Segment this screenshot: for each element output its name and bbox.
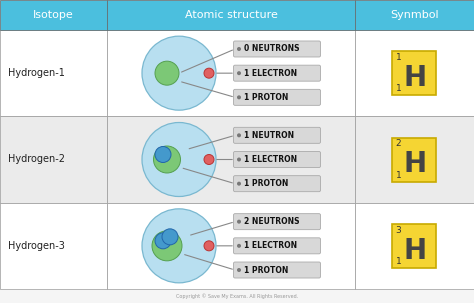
Text: 1 ELECTRON: 1 ELECTRON (244, 155, 297, 164)
Bar (107, 203, 355, 289)
Bar (0, 30, 107, 116)
Text: 1 ELECTRON: 1 ELECTRON (244, 241, 297, 250)
Bar (392, 51, 437, 95)
Circle shape (237, 220, 241, 224)
Circle shape (237, 244, 241, 248)
Bar (355, 0, 474, 30)
Circle shape (155, 61, 179, 85)
Text: 1: 1 (395, 84, 401, 93)
Circle shape (152, 231, 182, 261)
Bar (0, 116, 107, 203)
Text: 1: 1 (395, 171, 401, 179)
Circle shape (204, 241, 214, 251)
Text: H: H (404, 64, 427, 92)
Circle shape (237, 71, 241, 75)
FancyBboxPatch shape (234, 65, 320, 81)
Text: Synmbol: Synmbol (390, 10, 439, 20)
Circle shape (237, 133, 241, 137)
Text: Hydrogen-3: Hydrogen-3 (8, 241, 65, 251)
Text: H: H (404, 237, 427, 265)
FancyBboxPatch shape (234, 262, 320, 278)
Circle shape (237, 158, 241, 161)
Bar (0, 203, 107, 289)
Text: 2: 2 (395, 139, 401, 148)
Circle shape (237, 95, 241, 99)
FancyBboxPatch shape (234, 127, 320, 143)
Text: 1 PROTON: 1 PROTON (244, 265, 288, 275)
Circle shape (237, 268, 241, 272)
Text: 3: 3 (395, 226, 401, 235)
Text: 1 ELECTRON: 1 ELECTRON (244, 69, 297, 78)
Text: Isotope: Isotope (33, 10, 74, 20)
Text: Atomic structure: Atomic structure (184, 10, 277, 20)
Circle shape (154, 146, 181, 173)
Text: 0 NEUTRONS: 0 NEUTRONS (244, 45, 300, 54)
Circle shape (204, 155, 214, 165)
Text: H: H (404, 151, 427, 178)
Bar (355, 203, 474, 289)
Text: 1 NEUTRON: 1 NEUTRON (244, 131, 294, 140)
Circle shape (155, 233, 171, 249)
Circle shape (237, 47, 241, 51)
Bar (392, 138, 437, 181)
Circle shape (237, 182, 241, 186)
Circle shape (162, 229, 178, 245)
FancyBboxPatch shape (234, 214, 320, 230)
Text: 1 PROTON: 1 PROTON (244, 179, 288, 188)
Circle shape (142, 209, 216, 283)
Bar (392, 224, 437, 268)
Text: 1 PROTON: 1 PROTON (244, 93, 288, 102)
FancyBboxPatch shape (234, 176, 320, 192)
Bar (0, 0, 107, 30)
Bar (107, 30, 355, 116)
Text: Copyright © Save My Exams. All Rights Reserved.: Copyright © Save My Exams. All Rights Re… (176, 293, 298, 299)
Text: Hydrogen-1: Hydrogen-1 (8, 68, 65, 78)
Text: 2 NEUTRONS: 2 NEUTRONS (244, 217, 300, 226)
FancyBboxPatch shape (234, 152, 320, 168)
Text: 1: 1 (395, 257, 401, 266)
Text: 1: 1 (395, 53, 401, 62)
FancyBboxPatch shape (234, 41, 320, 57)
Bar (355, 116, 474, 203)
Text: Hydrogen-2: Hydrogen-2 (8, 155, 65, 165)
Circle shape (142, 36, 216, 110)
Bar (107, 116, 355, 203)
Circle shape (142, 122, 216, 197)
Bar (107, 0, 355, 30)
Bar (355, 30, 474, 116)
FancyBboxPatch shape (234, 89, 320, 105)
FancyBboxPatch shape (234, 238, 320, 254)
Circle shape (155, 146, 171, 162)
Circle shape (204, 68, 214, 78)
